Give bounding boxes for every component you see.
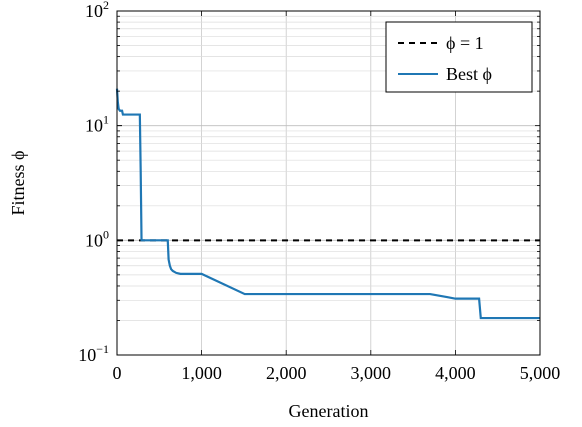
x-axis-label: Generation <box>289 401 369 421</box>
tick-labels: 0 1,000 2,000 3,000 4,000 5,000 10−1 100 101 102 <box>78 0 560 383</box>
y-tick-label: 101 <box>85 113 109 136</box>
series-line-best-phi <box>115 88 540 320</box>
y-tick-label: 100 <box>85 227 109 250</box>
legend-box <box>385 21 533 93</box>
x-tick-label: 4,000 <box>435 363 476 383</box>
x-tick-label: 1,000 <box>181 363 222 383</box>
x-tick-label: 3,000 <box>351 363 392 383</box>
legend-label-phi-equals-1: ϕ = 1 <box>446 33 484 53</box>
ticks <box>116 10 541 356</box>
x-tick-label: 0 <box>113 363 122 383</box>
x-tick-label: 5,000 <box>520 363 561 383</box>
series-lines <box>115 88 540 320</box>
legend: ϕ = 1 Best ϕ <box>385 21 533 93</box>
plot-frame <box>116 10 541 356</box>
x-tick-label: 2,000 <box>266 363 307 383</box>
y-tick-label: 102 <box>85 0 109 21</box>
legend-label-best-phi: Best ϕ <box>446 64 492 84</box>
y-tick-label: 10−1 <box>78 342 109 365</box>
y-axis-label: Fitness ϕ <box>8 151 28 216</box>
